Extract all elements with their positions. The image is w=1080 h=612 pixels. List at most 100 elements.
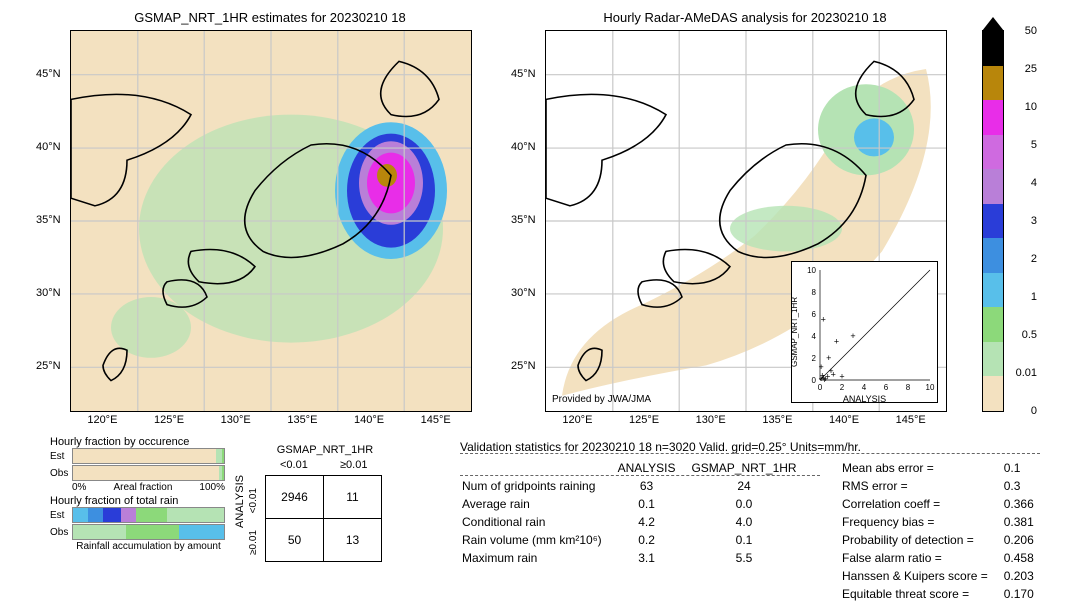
contingency-row-header: ANALYSIS	[234, 475, 246, 528]
metric-val: 0.206	[1004, 532, 1048, 548]
x-tick: 135°E	[287, 414, 317, 426]
ct-11: 13	[324, 519, 382, 562]
left-map-panel	[70, 30, 472, 412]
contingency-col-header: GSMAP_NRT_1HR	[265, 444, 385, 456]
cbar-tick: 2	[1031, 253, 1037, 265]
y-tick: 25°N	[511, 360, 536, 372]
cmp-a: 63	[618, 478, 690, 494]
y-tick: 30°N	[36, 287, 61, 299]
cmp-key: Conditional rain	[462, 514, 616, 530]
contingency-table: 294611 5013	[265, 475, 382, 562]
cbar-tick: 50	[1025, 25, 1037, 37]
x-tick: 130°E	[221, 414, 251, 426]
svg-text:+: +	[818, 362, 823, 372]
cbar-tick: 0	[1031, 405, 1037, 417]
metric-key: Equitable threat score =	[842, 586, 1002, 602]
cbar-tick: 10	[1025, 101, 1037, 113]
svg-text:8: 8	[906, 383, 911, 392]
cmp-a: 0.1	[618, 496, 690, 512]
cmp-a: 0.2	[618, 532, 690, 548]
x-tick: 135°E	[762, 414, 792, 426]
scatter-svg: 00224466881010++++++++++++++	[792, 262, 937, 402]
metric-val: 0.366	[1004, 496, 1048, 512]
cmp-b: 0.0	[691, 496, 810, 512]
right-map-title: Hourly Radar-AMeDAS analysis for 2023021…	[545, 10, 945, 25]
cbar-tick: 5	[1031, 139, 1037, 151]
metric-key: Probability of detection =	[842, 532, 1002, 548]
cmp-key: Maximum rain	[462, 550, 616, 566]
metric-val: 0.458	[1004, 550, 1048, 566]
y-tick: 45°N	[511, 68, 536, 80]
scatter-ylabel: GSMAP_NRT_1HR	[790, 262, 799, 402]
cbar-tick: 0.01	[1016, 367, 1037, 379]
x-tick: 120°E	[562, 414, 592, 426]
cmp-b: 4.0	[691, 514, 810, 530]
metric-val: 0.3	[1004, 478, 1048, 494]
cbar-tick: 25	[1025, 63, 1037, 75]
metric-key: Frequency bias =	[842, 514, 1002, 530]
right-map-panel: Provided by JWA/JMA 00224466881010++++++…	[545, 30, 947, 412]
bar-label-obs2: Obs	[50, 527, 72, 538]
dash-line	[460, 453, 1040, 454]
bar-xaxis-1: Areal fraction	[113, 482, 172, 493]
metric-val: 0.1	[1004, 460, 1048, 476]
map-credit: Provided by JWA/JMA	[552, 394, 651, 405]
x-tick: 120°E	[87, 414, 117, 426]
x-tick: 140°E	[354, 414, 384, 426]
svg-text:4: 4	[812, 332, 817, 341]
svg-text:8: 8	[812, 288, 817, 297]
y-tick: 45°N	[36, 68, 61, 80]
metric-key: False alarm ratio =	[842, 550, 1002, 566]
cmp-key: Average rain	[462, 496, 616, 512]
bar-label-obs: Obs	[50, 468, 72, 479]
x-tick: 140°E	[829, 414, 859, 426]
metric-val: 0.203	[1004, 568, 1048, 584]
cbar-tick: 3	[1031, 215, 1037, 227]
metrics-table: Mean abs error =0.1RMS error =0.3Correla…	[840, 458, 1050, 604]
ct-col1: ≥0.01	[340, 459, 367, 471]
svg-text:+: +	[834, 337, 839, 347]
x-tick: 145°E	[421, 414, 451, 426]
svg-text:10: 10	[807, 266, 816, 275]
y-tick: 25°N	[36, 360, 61, 372]
svg-text:2: 2	[812, 354, 817, 363]
left-map-svg	[71, 31, 471, 411]
cmp-key: Rain volume (mm km²10⁶)	[462, 532, 616, 548]
scatter-inset: 00224466881010++++++++++++++ ANALYSIS GS…	[791, 261, 938, 403]
metric-val: 0.170	[1004, 586, 1048, 602]
cbar-tick: 1	[1031, 291, 1037, 303]
bars-sec2-title: Hourly fraction of total rain	[50, 495, 225, 507]
ct-row1: ≥0.01	[248, 530, 259, 555]
colorbar: 502510543210.50.010	[982, 30, 1004, 412]
y-tick: 40°N	[511, 141, 536, 153]
validation-header: Validation statistics for 20230210 18 n=…	[460, 440, 861, 454]
ct-01: 11	[324, 476, 382, 519]
svg-text:2: 2	[840, 383, 845, 392]
svg-text:+: +	[821, 315, 826, 325]
cmp-b: 0.1	[691, 532, 810, 548]
x-tick: 145°E	[896, 414, 926, 426]
cmp-col-a: ANALYSIS	[618, 460, 690, 476]
svg-text:+: +	[850, 331, 855, 341]
cmp-b: 24	[691, 478, 810, 494]
x-tick: 125°E	[154, 414, 184, 426]
metric-key: Hanssen & Kuipers score =	[842, 568, 1002, 584]
cbar-tick: 0.5	[1022, 329, 1037, 341]
bars-sec1-title: Hourly fraction by occurence	[50, 436, 225, 448]
y-tick: 35°N	[511, 214, 536, 226]
metric-key: Mean abs error =	[842, 460, 1002, 476]
scatter-xlabel: ANALYSIS	[792, 394, 937, 404]
cmp-b: 5.5	[691, 550, 810, 566]
svg-text:6: 6	[884, 383, 889, 392]
cmp-a: 4.2	[618, 514, 690, 530]
svg-text:+: +	[831, 370, 836, 380]
metric-key: Correlation coeff =	[842, 496, 1002, 512]
ct-row0: <0.01	[248, 488, 259, 513]
dash-line-2	[460, 475, 820, 476]
y-tick: 30°N	[511, 287, 536, 299]
y-tick: 35°N	[36, 214, 61, 226]
ct-00: 2946	[266, 476, 324, 519]
bar-xaxis-2: 100%	[199, 482, 225, 493]
svg-text:6: 6	[812, 310, 817, 319]
svg-text:4: 4	[862, 383, 867, 392]
